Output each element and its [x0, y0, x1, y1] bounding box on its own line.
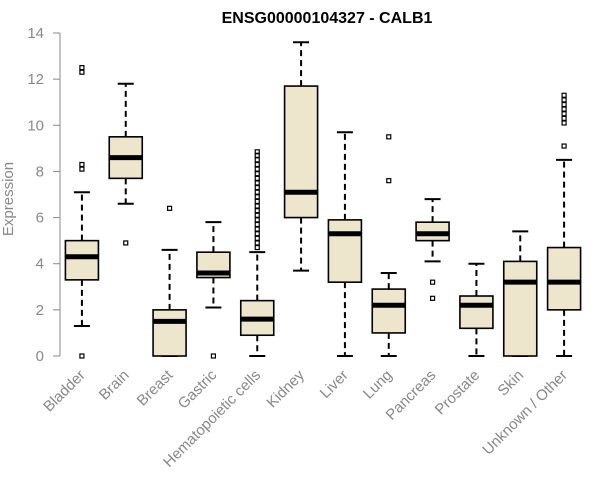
outlier-point — [254, 203, 260, 209]
outlier-point — [254, 194, 260, 200]
outlier-point — [254, 157, 260, 163]
box-hematopoietic-cells — [239, 149, 275, 357]
x-tick-label: Kidney — [263, 366, 308, 411]
box-lung — [371, 134, 407, 357]
iqr-box — [327, 219, 363, 283]
outlier-point — [254, 212, 260, 218]
box-kidney — [283, 41, 319, 272]
outlier-point — [254, 235, 260, 241]
box-prostate — [459, 262, 494, 357]
x-tick-label: Bladder — [40, 367, 89, 416]
outlier-point — [166, 205, 173, 211]
x-tick-label: Skin — [494, 367, 527, 400]
x-tick-label: Prostate — [432, 367, 484, 419]
outlier-point — [561, 120, 567, 126]
outlier-point — [254, 231, 260, 237]
x-tick-label: Liver — [317, 367, 352, 402]
x-tick-label: Breast — [134, 366, 177, 409]
outlier-point — [79, 161, 85, 168]
outlier-point — [79, 69, 85, 75]
y-tick-label: 12 — [27, 71, 44, 88]
outlier-point — [123, 240, 129, 246]
outlier-point — [386, 178, 392, 184]
outlier-point — [561, 101, 567, 108]
outlier-point — [254, 161, 260, 168]
outlier-point — [254, 184, 260, 191]
y-tick-label: 14 — [27, 25, 44, 42]
outlier-point — [561, 97, 567, 103]
outlier-point — [254, 149, 260, 155]
outlier-point — [254, 244, 260, 251]
box-unknown-other — [546, 92, 582, 357]
outlier-point — [429, 279, 436, 285]
iqr-box — [371, 288, 407, 334]
outlier-point — [79, 353, 85, 359]
y-tick-label: 10 — [27, 117, 44, 134]
outlier-point — [254, 226, 260, 232]
outlier-point — [561, 115, 567, 121]
outlier-point — [561, 111, 567, 117]
outlier-point — [210, 353, 217, 359]
x-tick-label: Brain — [96, 367, 133, 404]
outlier-point — [561, 92, 567, 98]
y-axis: 0 2 4 6 8 10 12 14 — [27, 25, 61, 365]
y-tick-label: 2 — [36, 302, 44, 319]
iqr-box — [152, 309, 187, 357]
boxes-group — [64, 41, 582, 359]
outlier-point — [254, 217, 260, 223]
box-gastric — [196, 221, 231, 359]
outlier-point — [254, 171, 260, 177]
box-brain — [108, 82, 144, 246]
y-tick-label: 8 — [36, 163, 44, 180]
outlier-point — [254, 189, 260, 195]
y-tick-label: 4 — [36, 256, 44, 273]
outlier-point — [254, 175, 260, 181]
outlier-point — [561, 143, 567, 149]
box-pancreas — [415, 198, 450, 301]
outlier-point — [254, 180, 260, 186]
outlier-point — [561, 106, 567, 112]
outlier-point — [254, 240, 260, 246]
chart-title: ENSG00000104327 - CALB1 — [222, 10, 433, 27]
box-bladder — [64, 65, 100, 359]
outlier-point — [79, 166, 85, 172]
x-tick-label: Lung — [360, 367, 396, 403]
outlier-point — [254, 208, 260, 214]
iqr-box — [546, 246, 582, 311]
box-breast — [152, 205, 187, 357]
y-axis-label: Expression — [0, 162, 17, 236]
y-tick-label: 6 — [36, 210, 44, 227]
iqr-box — [283, 85, 319, 219]
outlier-point — [254, 221, 260, 228]
box-skin — [502, 230, 538, 357]
iqr-box — [64, 239, 100, 281]
iqr-box — [459, 295, 494, 330]
iqr-box — [502, 260, 538, 357]
outlier-point — [254, 198, 260, 205]
outlier-point — [429, 295, 436, 301]
y-tick-label: 0 — [36, 348, 44, 365]
outlier-point — [79, 65, 85, 71]
outlier-point — [254, 166, 260, 172]
outlier-point — [386, 134, 392, 140]
box-liver — [327, 131, 363, 357]
